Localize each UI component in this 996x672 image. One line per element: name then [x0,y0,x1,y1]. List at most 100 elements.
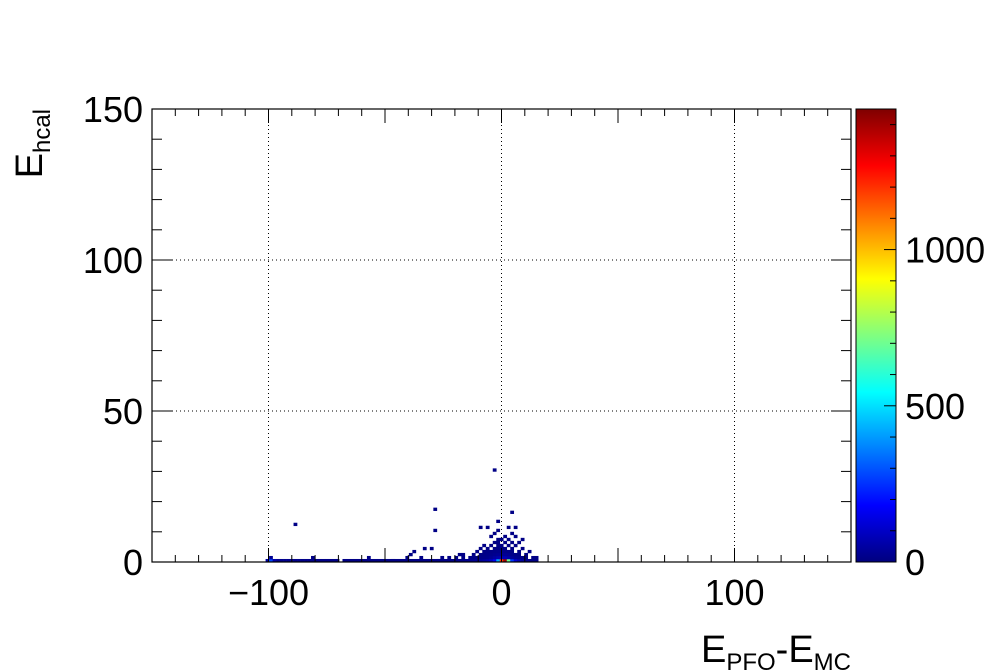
heatmap-cell [513,558,518,563]
x-axis-title: EPFO-EMC [701,629,851,672]
heatmap-cell [531,558,535,563]
heatmap-cell [513,534,518,539]
heatmap-cell [405,555,410,560]
heatmap-cell [401,558,406,563]
heatmap-cell [373,558,378,563]
heatmap-cell [328,558,333,563]
heatmap-cell [422,558,427,563]
heatmap-cell [471,555,476,560]
heatmap-cell [492,555,497,560]
heatmap-cell [384,558,389,563]
heatmap-cell [307,558,312,563]
heatmap-cell [489,549,494,554]
heatmap-cell [475,558,480,563]
y-tick-label: 0 [123,542,143,583]
y-tick-label: 100 [83,240,143,281]
heatmap-cell [297,558,301,563]
heatmap-cell [489,555,494,560]
heatmap-cell [450,558,455,563]
heatmap-cell [492,531,497,536]
heatmap-cell [489,558,494,563]
heatmap-cell [485,555,490,560]
heatmap-cell [517,558,522,563]
heatmap-cell [366,555,371,560]
heatmap-cell [478,552,483,557]
heatmap-cell [352,558,357,563]
heatmap-cell [349,558,354,563]
heatmap-cell [478,525,483,530]
heatmap-cell [293,558,298,563]
heatmap-cell [366,558,371,563]
heatmap-cell [485,558,490,563]
heatmap-cell [408,558,413,563]
heatmap-cell [387,558,392,563]
color-scale-label: 500 [905,386,965,427]
x-tick-label: 0 [491,572,511,613]
heatmap-cell [457,552,462,557]
heatmap-cell [454,555,459,560]
heatmap-cell [496,537,501,542]
heatmap-cell [454,558,459,563]
heatmap-cell [510,558,515,563]
heatmap-cell [283,558,287,563]
heatmap-cell [370,558,375,563]
heatmap-cell [394,558,399,563]
heatmap-cell [506,537,511,542]
heatmap-cell [489,552,494,557]
heatmap-cell [499,543,504,548]
heatmap-cell [475,549,480,554]
heatmap-cell [496,555,501,560]
heatmap-cell [398,558,403,563]
heatmap-cell [443,558,448,563]
heatmap-cell [485,552,490,557]
heatmap-cell [380,558,385,563]
y-axis-title: Ehcal [9,109,56,178]
heatmap-cell [524,555,529,560]
heatmap-cell [496,552,501,557]
heatmap-cell [520,558,525,563]
heatmap-cell [492,468,497,472]
heatmap-cell [433,528,438,533]
heatmap-cell [377,558,382,563]
heatmap-cell [524,552,529,557]
heatmap-cell [517,549,522,554]
heatmap-cell [419,555,424,560]
heatmap-cell [325,558,329,563]
heatmap-cell [517,555,522,560]
color-scale-label: 1000 [905,230,985,271]
heatmap-cell [517,552,522,557]
heatmap-cell [510,510,515,514]
heatmap-cell [363,558,368,563]
heatmap-cell [485,525,490,530]
heatmap-cell [524,558,529,563]
color-scale-labels: 0 500 1000 [905,230,985,583]
heatmap-cell [482,543,487,548]
axis-title-subscript: MC [814,649,851,672]
heatmap-cell [506,558,511,563]
heatmap-cell [415,558,420,563]
heatmap-cell [475,555,480,560]
heatmap-cell [513,525,518,530]
heatmap-cell [286,558,291,563]
heatmap-cell [510,555,515,560]
heatmap-cell [513,552,518,557]
axis-title-subscript: PFO [726,649,775,672]
heatmap-cell [356,558,361,563]
heatmap-cell [496,549,501,554]
heatmap-cell [496,543,501,548]
heatmap-cell [436,558,441,563]
y-tick-label: 150 [83,89,143,130]
axis-title-part: E [701,629,726,671]
x-tick-label: 100 [704,572,764,613]
heatmap-cell [405,558,410,563]
y-tick-label: 50 [103,391,143,432]
heatmap-cell [433,507,438,511]
heatmap-cell [520,537,525,542]
color-scale-ticks [884,124,896,563]
heatmap-cell [496,519,501,524]
heatmap-cell [503,546,508,551]
heatmap-cell [440,555,445,560]
heatmap-cell [506,555,511,560]
heatmap-cell [279,558,284,563]
